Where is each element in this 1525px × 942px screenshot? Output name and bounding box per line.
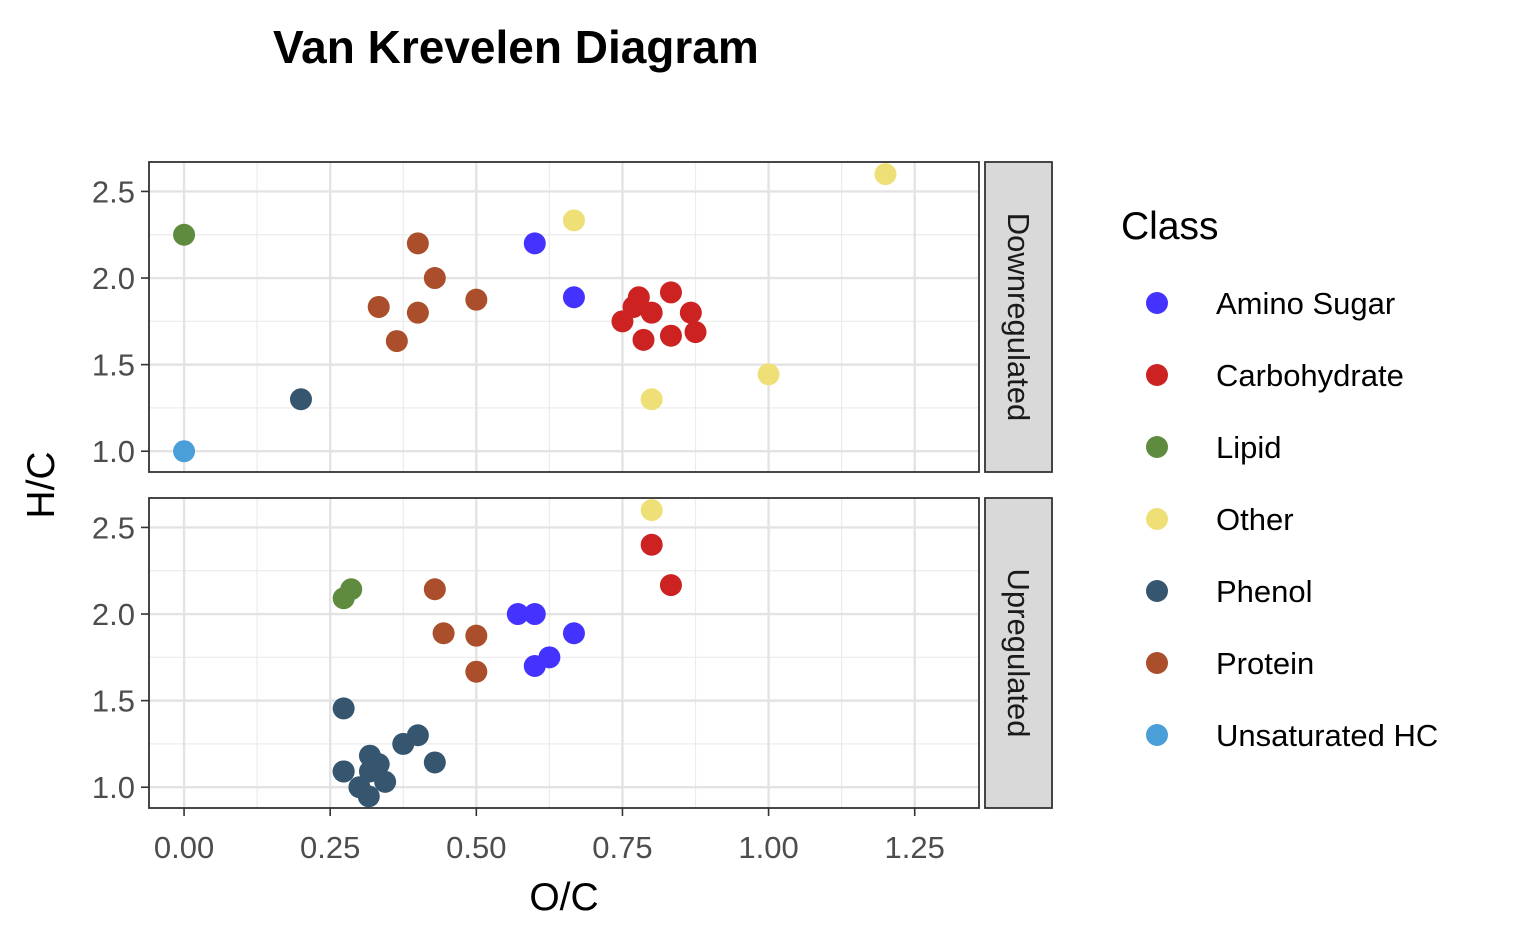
legend-key-protein	[1146, 652, 1168, 674]
legend-label: Lipid	[1216, 430, 1282, 465]
point-phenol	[392, 732, 415, 755]
point-protein	[432, 622, 455, 645]
legend-key-unsaturated-hc	[1146, 724, 1168, 746]
panel-border-upregulated	[148, 497, 980, 809]
point-carbohydrate	[627, 286, 650, 309]
point-phenol	[332, 760, 355, 783]
y-tick-label: 1.5	[92, 348, 135, 383]
facet-strip-upregulated	[984, 497, 1053, 809]
point-carbohydrate	[640, 533, 663, 556]
point-carbohydrate	[659, 574, 682, 597]
x-tick-label: 1.25	[885, 830, 945, 865]
legend-title: Class	[1121, 205, 1219, 248]
point-other	[874, 163, 897, 186]
x-tick-label: 0.00	[154, 830, 214, 865]
legend-label: Protein	[1216, 646, 1314, 681]
y-tick-label: 2.0	[92, 597, 135, 632]
x-tick-label: 0.25	[300, 830, 360, 865]
point-amino-sugar	[506, 603, 529, 626]
panel-border-downregulated	[148, 161, 980, 473]
legend-key-phenol	[1146, 580, 1168, 602]
point-carbohydrate	[659, 281, 682, 304]
y-tick-label: 1.5	[92, 684, 135, 719]
point-lipid	[340, 578, 363, 601]
point-protein	[367, 295, 390, 318]
facet-label-downregulated: Downregulated	[1001, 213, 1036, 422]
point-other	[757, 363, 780, 386]
x-axis-title: O/C	[529, 876, 598, 919]
legend-label: Phenol	[1216, 574, 1313, 609]
point-amino-sugar	[523, 654, 546, 677]
point-other	[562, 209, 585, 232]
point-protein	[465, 624, 488, 647]
legend-label: Carbohydrate	[1216, 358, 1404, 393]
legend-label: Unsaturated HC	[1216, 718, 1438, 753]
point-protein	[423, 267, 446, 290]
point-carbohydrate	[632, 328, 655, 351]
point-amino-sugar	[523, 232, 546, 255]
point-other	[640, 499, 663, 522]
point-other	[640, 388, 663, 411]
y-tick-label: 2.5	[92, 174, 135, 209]
point-lipid	[173, 223, 196, 246]
legend-key-amino-sugar	[1146, 292, 1168, 314]
panel-background-downregulated	[149, 162, 979, 472]
point-carbohydrate	[659, 324, 682, 347]
point-protein	[423, 578, 446, 601]
x-tick-label: 1.00	[738, 830, 798, 865]
y-tick-label: 2.0	[92, 261, 135, 296]
y-tick-label: 2.5	[92, 510, 135, 545]
panel-background-upregulated	[149, 498, 979, 808]
legend-key-other	[1146, 508, 1168, 530]
legend-label: Other	[1216, 502, 1294, 537]
x-tick-label: 0.50	[446, 830, 506, 865]
point-unsaturated-hc	[173, 440, 196, 463]
legend-key-carbohydrate	[1146, 364, 1168, 386]
point-phenol	[289, 388, 312, 411]
point-protein	[465, 660, 488, 683]
point-carbohydrate	[640, 301, 663, 324]
point-amino-sugar	[562, 622, 585, 645]
point-phenol	[423, 751, 446, 774]
x-tick-label: 0.75	[592, 830, 652, 865]
legend-key-lipid	[1146, 436, 1168, 458]
facet-strip-downregulated	[984, 161, 1053, 473]
legend-label: Amino Sugar	[1216, 286, 1395, 321]
y-axis-title: H/C	[20, 451, 63, 518]
point-phenol	[332, 697, 355, 720]
point-carbohydrate	[679, 301, 702, 324]
point-phenol	[357, 785, 380, 808]
point-protein	[465, 288, 488, 311]
facet-label-upregulated: Upregulated	[1001, 569, 1036, 738]
y-tick-label: 1.0	[92, 770, 135, 805]
point-protein	[406, 232, 429, 255]
y-tick-label: 1.0	[92, 434, 135, 469]
point-phenol	[374, 770, 397, 793]
point-amino-sugar	[562, 286, 585, 309]
point-protein	[406, 301, 429, 324]
point-amino-sugar	[523, 603, 546, 626]
point-protein	[385, 330, 408, 353]
chart-title: Van Krevelen Diagram	[273, 21, 759, 73]
point-carbohydrate	[684, 321, 707, 344]
